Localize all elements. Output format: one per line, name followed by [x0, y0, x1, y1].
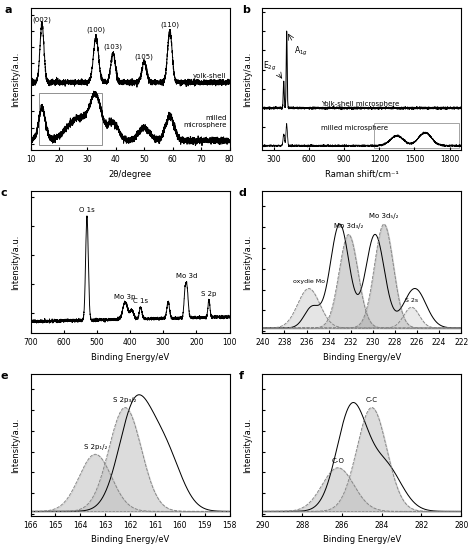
Text: (110): (110) — [160, 21, 179, 28]
Text: f: f — [238, 371, 244, 381]
Text: (103): (103) — [103, 43, 122, 50]
Text: c: c — [1, 188, 8, 198]
Text: yolk-shell
microsphere: yolk-shell microsphere — [183, 73, 227, 86]
Text: C-C: C-C — [366, 398, 378, 403]
Text: oxydie Mo: oxydie Mo — [293, 279, 325, 284]
X-axis label: Raman shift/cm⁻¹: Raman shift/cm⁻¹ — [325, 170, 399, 179]
X-axis label: Binding Energy/eV: Binding Energy/eV — [323, 353, 401, 361]
Text: S 2s: S 2s — [405, 298, 418, 303]
Bar — [374, 123, 459, 148]
Text: (002): (002) — [33, 16, 51, 23]
Y-axis label: Intensity/a.u.: Intensity/a.u. — [11, 417, 20, 472]
Text: Mo 3d: Mo 3d — [176, 273, 198, 279]
Text: (105): (105) — [135, 53, 154, 60]
Y-axis label: Intensity/a.u.: Intensity/a.u. — [243, 234, 252, 290]
Text: milled microsphere: milled microsphere — [321, 124, 388, 130]
Text: C-O: C-O — [331, 458, 345, 464]
Text: E$_{2g}$: E$_{2g}$ — [263, 60, 277, 73]
X-axis label: Binding Energy/eV: Binding Energy/eV — [91, 536, 169, 544]
Text: A$_{1g}$: A$_{1g}$ — [294, 45, 308, 58]
Bar — [39, 94, 101, 145]
Text: Yolk-shell microsphere: Yolk-shell microsphere — [321, 101, 399, 107]
Text: d: d — [238, 188, 246, 198]
Text: e: e — [1, 371, 8, 381]
Text: milled
microsphere: milled microsphere — [183, 115, 227, 128]
X-axis label: 2θ/degree: 2θ/degree — [109, 170, 152, 179]
Text: Mo 3d₅/₂: Mo 3d₅/₂ — [369, 213, 399, 219]
Text: O 1s: O 1s — [79, 207, 95, 212]
Text: a: a — [5, 5, 12, 15]
Text: b: b — [243, 5, 250, 15]
Text: (100): (100) — [86, 26, 105, 33]
Text: Mo 3d₃/₂: Mo 3d₃/₂ — [334, 223, 363, 229]
Y-axis label: Intensity/a.u.: Intensity/a.u. — [11, 52, 20, 107]
X-axis label: Binding Energy/eV: Binding Energy/eV — [91, 353, 169, 361]
Y-axis label: Intensity/a.u.: Intensity/a.u. — [11, 234, 20, 290]
Text: S 2p: S 2p — [201, 291, 217, 297]
Y-axis label: Intensity/a.u.: Intensity/a.u. — [243, 52, 252, 107]
Y-axis label: Intensity/a.u.: Intensity/a.u. — [243, 417, 252, 472]
X-axis label: Binding Energy/eV: Binding Energy/eV — [323, 536, 401, 544]
Text: S 2p₁/₂: S 2p₁/₂ — [83, 444, 107, 450]
Text: C 1s: C 1s — [133, 298, 148, 304]
Text: Mo 3p: Mo 3p — [114, 294, 136, 300]
Text: S 2p₃/₂: S 2p₃/₂ — [113, 398, 137, 403]
